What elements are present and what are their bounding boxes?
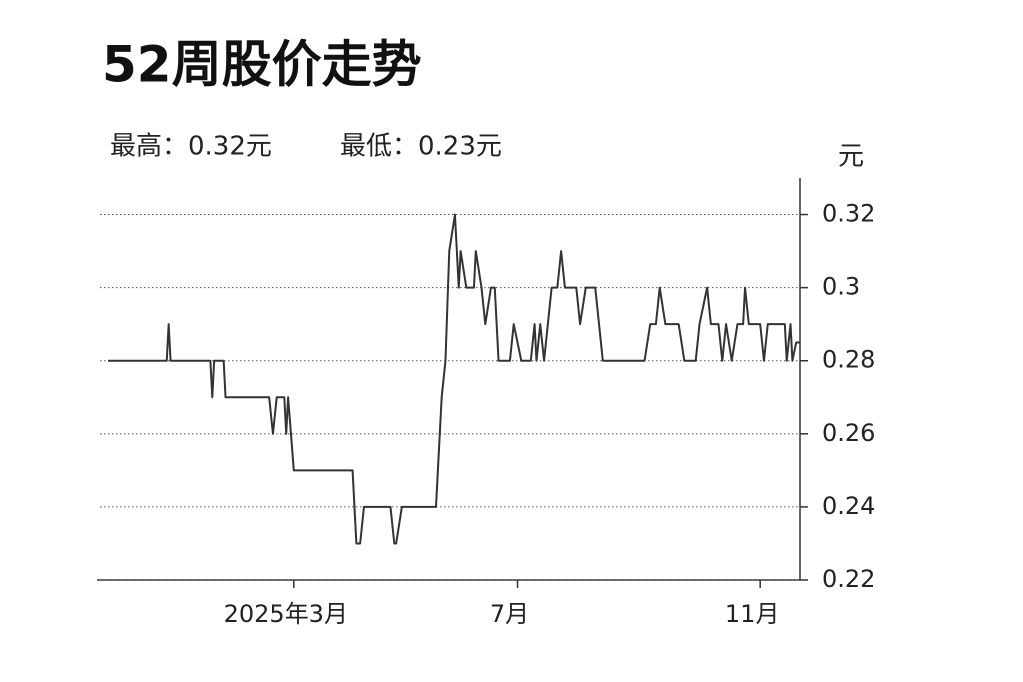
annotation: 最高：0.32元 (110, 132, 272, 162)
x-tick-label: 11月 (725, 600, 780, 628)
price-line (108, 213, 800, 545)
y-tick-label: 0.24 (822, 492, 875, 520)
y-tick-label: 0.22 (822, 565, 875, 593)
y-axis-label: 元 (838, 142, 864, 172)
annotation: 最低：0.23元 (340, 132, 502, 162)
y-tick-label: 0.28 (822, 346, 875, 374)
y-tick-label: 0.26 (822, 419, 875, 447)
y-tick-label: 0.32 (822, 200, 875, 228)
x-tick-label: 2025年3月 (224, 600, 348, 628)
y-tick-label: 0.3 (822, 273, 860, 301)
chart-title: 52周股价走势 (102, 36, 422, 94)
x-tick-label: 7月 (490, 600, 529, 628)
